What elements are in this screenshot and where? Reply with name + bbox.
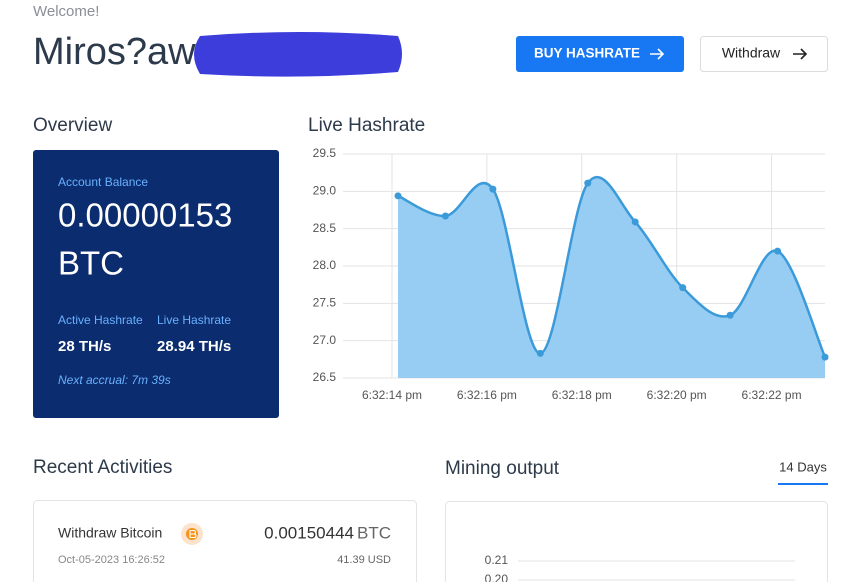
withdraw-button-label[interactable]: Withdraw	[722, 45, 781, 61]
point	[726, 311, 734, 319]
stat-value: 28 TH/s	[58, 338, 111, 355]
tab-underline	[778, 483, 828, 485]
x-tick-label: 6:32:16 pm	[457, 388, 517, 402]
activity-amount: 0.00150444	[264, 523, 354, 542]
y-tick-label: 0.20	[485, 572, 509, 582]
activity-card	[33, 500, 417, 582]
point	[679, 284, 687, 292]
balance-value: 0.00000153	[58, 197, 232, 234]
stat-value: 28.94 TH/s	[157, 338, 231, 355]
period-tab[interactable]: 14 Days	[779, 459, 827, 474]
withdraw-button[interactable]: Withdraw	[700, 36, 828, 72]
stat-label: Active Hashrate	[58, 313, 143, 327]
section-title: Overview	[33, 115, 112, 136]
y-tick-label: 27.5	[313, 296, 337, 310]
buy-button-label[interactable]: BUY HASHRATE	[534, 46, 640, 61]
point	[489, 185, 497, 193]
activity-usd: 41.39 USD	[337, 554, 391, 566]
point	[441, 212, 449, 220]
balance-card	[33, 150, 279, 418]
x-tick-label: 6:32:18 pm	[552, 388, 612, 402]
area	[398, 177, 825, 378]
next-accrual: Next accrual: 7m 39s	[58, 373, 171, 387]
point	[394, 192, 402, 200]
arrow-icon	[650, 48, 665, 60]
section-title: Recent Activities	[33, 457, 172, 478]
welcome: Welcome!	[33, 3, 99, 20]
activity-date: Oct-05-2023 16:26:52	[58, 554, 165, 566]
chart: 26.5 27.0 27.5 28.0 28.5 29.0 29.5 6:32:14 pm 6:…	[313, 146, 829, 402]
user-name: Miros?aw	[33, 31, 196, 73]
line	[397, 175, 827, 358]
y-tick-label: 29.5	[313, 146, 337, 160]
point	[584, 179, 592, 187]
y-tick-label: 0.21	[485, 553, 509, 567]
balance-unit: BTC	[58, 245, 124, 282]
y-tick-label: 29.0	[313, 184, 337, 198]
activity-unit: BTC	[357, 523, 391, 542]
activity-title: Withdraw Bitcoin	[58, 525, 162, 541]
point	[774, 247, 782, 255]
point	[536, 349, 544, 357]
x-tick-label: 6:32:20 pm	[647, 388, 707, 402]
point	[821, 353, 829, 361]
y-tick-label: 28.5	[313, 221, 337, 235]
chart-title: Live Hashrate	[308, 115, 425, 136]
stat-label: Live Hashrate	[157, 313, 231, 327]
y-tick-label: 27.0	[313, 333, 337, 347]
chart: 0.20 0.21	[485, 553, 795, 582]
mining-card	[445, 501, 828, 582]
chart-title: Mining output	[445, 458, 560, 479]
redaction	[194, 32, 402, 77]
withdraw-button-bg[interactable]	[700, 36, 828, 72]
buy-button-bg[interactable]	[516, 36, 684, 72]
bitcoin-glyph	[189, 529, 197, 539]
y-tick-label: 26.5	[313, 370, 337, 384]
x-tick-label: 6:32:14 pm	[362, 388, 422, 402]
buy-button[interactable]: BUY HASHRATE	[516, 36, 684, 72]
x-tick-label: 6:32:22 pm	[742, 388, 802, 402]
arrow-icon	[793, 48, 808, 60]
balance-label: Account Balance	[58, 175, 148, 189]
point	[631, 218, 639, 226]
y-tick-label: 28.0	[313, 258, 337, 272]
